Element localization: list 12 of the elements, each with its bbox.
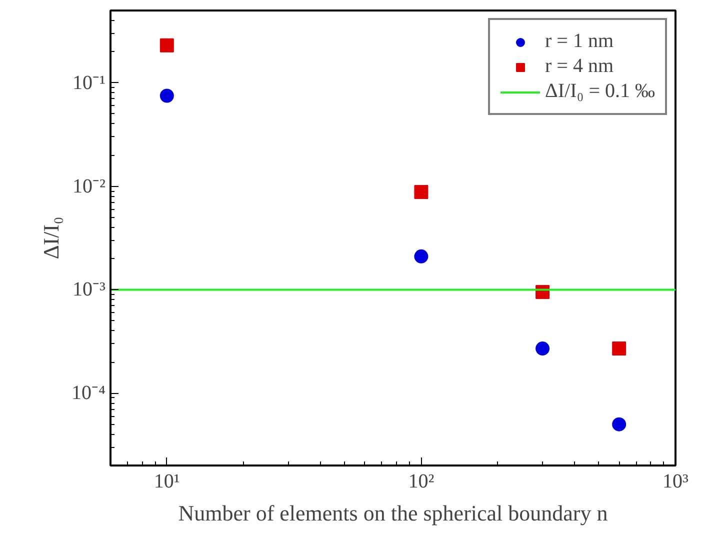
y-axis-title: ΔI/I₀ xyxy=(38,216,64,260)
x-tick-label: 10² xyxy=(408,470,434,492)
legend-label: r = 4 nm xyxy=(545,55,614,78)
x-tick-label: 10³ xyxy=(662,470,688,492)
x-tick-label: 10¹ xyxy=(154,470,180,492)
y-tick-label: 10⁻³ xyxy=(72,278,106,301)
y-tick-label: 10⁻⁴ xyxy=(72,382,106,404)
legend-label: r = 1 nm xyxy=(545,30,614,53)
x-axis-title: Number of elements on the spherical boundary n xyxy=(178,500,608,526)
y-tick-label: 10⁻¹ xyxy=(72,72,106,94)
legend-label: ΔI/I₀ = 0.1 ‰ xyxy=(545,80,655,103)
y-tick-label: 10⁻² xyxy=(72,175,106,198)
